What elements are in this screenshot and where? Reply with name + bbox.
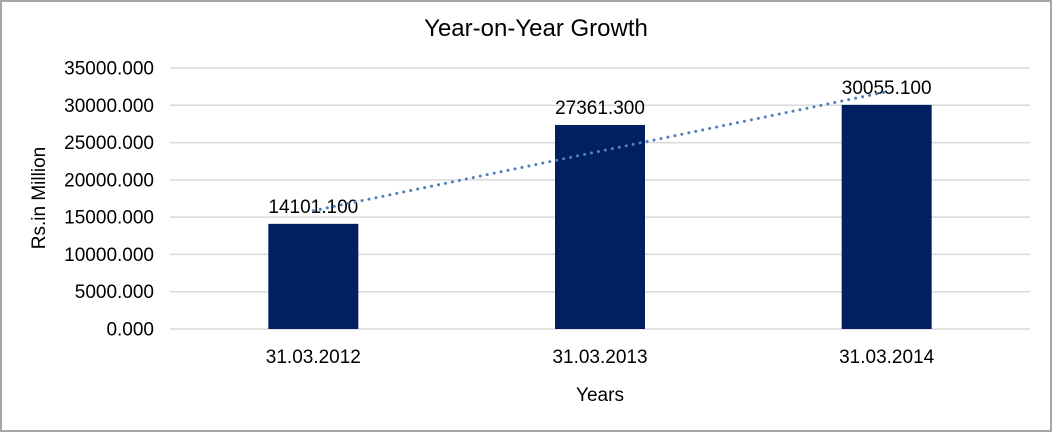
y-tick-label: 30000.000 — [64, 96, 154, 117]
x-tick-label: 31.03.2012 — [266, 347, 361, 368]
y-axis-title: Rs.in Million — [29, 146, 50, 250]
y-tick-label: 25000.000 — [64, 133, 154, 154]
y-tick-label: 5000.000 — [75, 282, 154, 303]
bar — [268, 223, 359, 329]
x-tick-label: 31.03.2014 — [839, 347, 935, 368]
y-tick-label: 35000.000 — [64, 59, 154, 80]
bar — [841, 104, 932, 330]
bar-data-label: 30055.100 — [842, 78, 932, 99]
y-tick-label: 20000.000 — [64, 170, 154, 191]
x-axis-title: Years — [576, 385, 624, 406]
y-tick-label: 10000.000 — [64, 245, 154, 266]
bar-data-label: 27361.300 — [555, 98, 645, 119]
x-tick-label: 31.03.2013 — [552, 347, 647, 368]
y-tick-label: 15000.000 — [64, 208, 154, 229]
bar — [555, 124, 645, 329]
bar-data-label: 14101.100 — [268, 197, 358, 218]
chart-title: Year-on-Year Growth — [424, 15, 648, 42]
y-tick-label: 0.000 — [106, 320, 154, 341]
